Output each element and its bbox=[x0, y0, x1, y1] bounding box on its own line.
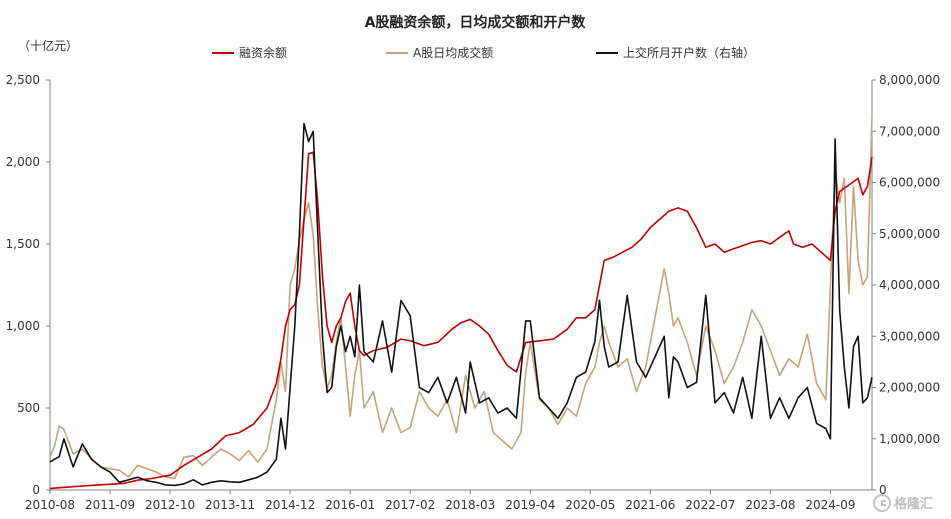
x-tick-label: 2021-06 bbox=[625, 498, 675, 512]
legend-label: A股日均成交额 bbox=[413, 45, 493, 60]
right-tick-label: 0 bbox=[879, 483, 887, 497]
right-tick-label: 6,000,000 bbox=[879, 176, 940, 190]
left-tick-label: 1,000 bbox=[6, 319, 40, 333]
right-tick-label: 3,000,000 bbox=[879, 329, 940, 343]
series-line-0 bbox=[49, 151, 873, 490]
x-tick-label: 2011-09 bbox=[85, 498, 135, 512]
left-tick-label: 2,000 bbox=[6, 155, 40, 169]
left-tick-label: 2,500 bbox=[6, 73, 40, 87]
legend-label: 上交所月开户数（右轴） bbox=[623, 45, 755, 60]
left-axis-ticks: 0 500 1,000 1,500 2,000 2,500 bbox=[6, 73, 50, 497]
right-tick-label: 4,000,000 bbox=[879, 278, 940, 292]
x-tick-label: 2019-04 bbox=[505, 498, 555, 512]
x-tick-label: 2023-08 bbox=[745, 498, 795, 512]
series-line-1 bbox=[49, 116, 873, 480]
x-tick-label: 2016-01 bbox=[325, 498, 375, 512]
x-tick-label: 2013-11 bbox=[205, 498, 255, 512]
series-layer bbox=[49, 116, 873, 490]
x-tick-label: 2024-09 bbox=[805, 498, 855, 512]
right-tick-label: 1,000,000 bbox=[879, 432, 940, 446]
x-tick-label: 2018-03 bbox=[445, 498, 495, 512]
legend: 融资余额 A股日均成交额 上交所月开户数（右轴） bbox=[212, 45, 755, 60]
x-tick-label: 2020-05 bbox=[565, 498, 615, 512]
x-tick-label: 2022-07 bbox=[685, 498, 735, 512]
x-tick-label: 2012-10 bbox=[145, 498, 195, 512]
right-axis-ticks: 0 1,000,000 2,000,000 3,000,000 4,000,000 5,0… bbox=[872, 73, 940, 497]
x-tick-label: 2014-12 bbox=[265, 498, 315, 512]
left-tick-label: 0 bbox=[32, 483, 40, 497]
legend-label: 融资余额 bbox=[239, 45, 287, 60]
x-tick-label: 2010-08 bbox=[25, 498, 75, 512]
right-tick-label: 2,000,000 bbox=[879, 381, 940, 395]
right-tick-label: 8,000,000 bbox=[879, 73, 940, 87]
g-logo-icon bbox=[873, 494, 891, 512]
chart-title: A股融资余额，日均成交额和开户数 bbox=[365, 14, 587, 31]
series-line-2 bbox=[49, 122, 873, 487]
left-tick-label: 500 bbox=[17, 401, 40, 415]
right-tick-label: 7,000,000 bbox=[879, 124, 940, 138]
left-axis-unit-label: （十亿元） bbox=[18, 38, 78, 53]
watermark: 格隆汇 bbox=[873, 494, 933, 512]
left-tick-label: 1,500 bbox=[6, 237, 40, 251]
x-axis-ticks: 2010-08 2011-09 2012-10 2013-11 2014-12 2016-… bbox=[25, 490, 856, 512]
x-tick-label: 2017-02 bbox=[385, 498, 435, 512]
axes bbox=[49, 80, 873, 491]
right-tick-label: 5,000,000 bbox=[879, 227, 940, 241]
watermark-text: 格隆汇 bbox=[894, 496, 933, 512]
